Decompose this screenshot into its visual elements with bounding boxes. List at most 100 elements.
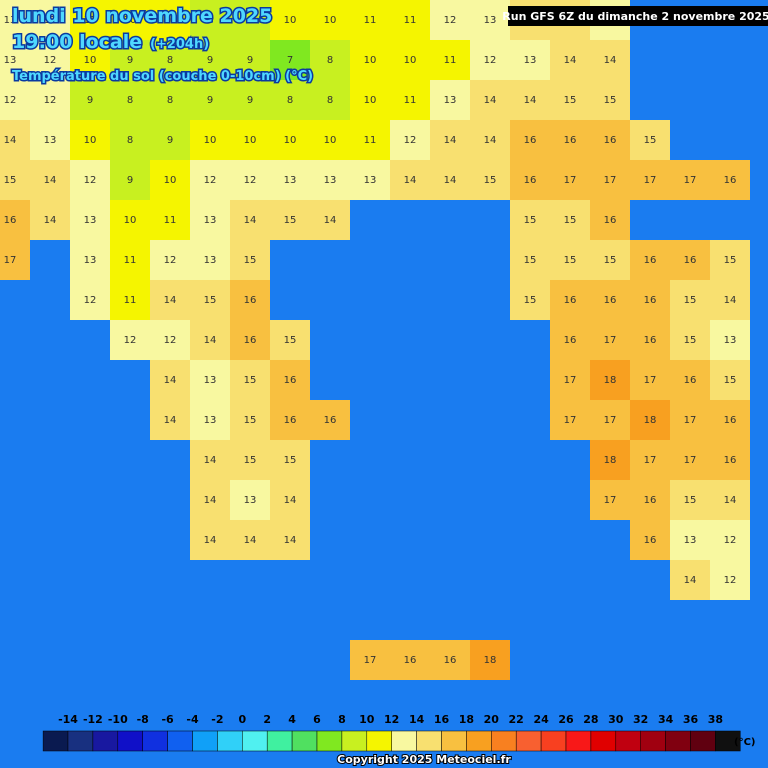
- temperature-label: 14: [724, 295, 737, 306]
- temperature-label: 17: [364, 655, 377, 666]
- temperature-cell: [70, 0, 110, 40]
- legend-swatch: [167, 730, 193, 752]
- temperature-label: 8: [167, 55, 173, 66]
- temperature-label: 13: [324, 175, 337, 186]
- temperature-cell: [670, 240, 710, 280]
- legend-tick-label: 6: [313, 713, 321, 726]
- temperature-cell: [590, 440, 630, 480]
- legend-swatch: [640, 730, 666, 752]
- lead-time: (+204h): [150, 37, 209, 52]
- temperature-cell: [230, 240, 270, 280]
- temperature-label: 14: [484, 135, 497, 146]
- temperature-cell: [630, 280, 670, 320]
- temperature-cell: [0, 120, 30, 160]
- temperature-cell: [550, 240, 590, 280]
- temperature-label: 8: [327, 55, 333, 66]
- temperature-label: 12: [44, 15, 57, 26]
- temperature-label: 14: [44, 215, 57, 226]
- temperature-cell: [350, 640, 390, 680]
- temperature-label: 9: [207, 95, 213, 106]
- temperature-cell: [590, 280, 630, 320]
- temperature-label: 10: [244, 135, 257, 146]
- temperature-label: 11: [124, 295, 137, 306]
- temperature-cell: [510, 40, 550, 80]
- temperature-cell: [710, 360, 750, 400]
- temperature-label: 9: [167, 135, 173, 146]
- legend-tick-label: 0: [238, 713, 246, 726]
- temperature-cell: [270, 40, 310, 80]
- temperature-label: 12: [124, 335, 137, 346]
- temperature-label: 10: [404, 55, 417, 66]
- temperature-label: 13: [684, 535, 697, 546]
- legend-swatch: [266, 730, 293, 752]
- temperature-cell: [430, 80, 470, 120]
- temperature-cell: [510, 120, 550, 160]
- temperature-label: 12: [44, 55, 57, 66]
- temperature-cell: [270, 520, 310, 560]
- legend-swatch: [242, 730, 268, 752]
- legend-tick-label: 28: [583, 713, 598, 726]
- temperature-label: 10: [124, 215, 137, 226]
- temperature-cell: [630, 480, 670, 520]
- temperature-label: 8: [167, 95, 173, 106]
- temperature-cell: [230, 440, 270, 480]
- temperature-label: 14: [284, 535, 297, 546]
- legend-swatch: [441, 730, 467, 752]
- temperature-cell: [430, 120, 470, 160]
- temperature-cell: [230, 520, 270, 560]
- temperature-label: 14: [4, 135, 17, 146]
- temperature-cell: [190, 40, 230, 80]
- temperature-label: 13: [724, 335, 737, 346]
- temperature-cell: [190, 520, 230, 560]
- temperature-cell: [150, 40, 190, 80]
- temperature-cell: [150, 360, 190, 400]
- temperature-label: 16: [644, 335, 657, 346]
- temperature-cell: [710, 520, 750, 560]
- temperature-label: 10: [284, 15, 297, 26]
- temperature-cell: [190, 240, 230, 280]
- temperature-label: 11: [124, 255, 137, 266]
- temperature-label: 18: [604, 375, 617, 386]
- temperature-cell: [550, 280, 590, 320]
- temperature-label: 13: [444, 95, 457, 106]
- temperature-cell: [710, 480, 750, 520]
- temperature-label: 17: [604, 415, 617, 426]
- temperature-cell: [670, 280, 710, 320]
- legend-swatch: [565, 730, 592, 752]
- legend-tick-label: 38: [708, 713, 723, 726]
- temperature-label: 12: [244, 175, 257, 186]
- temperature-cell: [270, 200, 310, 240]
- date: lundi 10 novembre 2025: [12, 5, 272, 27]
- temperature-cell: [670, 440, 710, 480]
- temperature-label: 15: [604, 95, 617, 106]
- temperature-label: 16: [284, 415, 297, 426]
- temperature-cell: [30, 0, 70, 40]
- temperature-label: 16: [644, 255, 657, 266]
- legend-swatch: [217, 730, 243, 752]
- copyright: Copyright 2025 Meteociel.fr: [337, 753, 511, 766]
- temperature-cell: [0, 80, 30, 120]
- temperature-cell: [150, 160, 190, 200]
- temperature-cell: [670, 480, 710, 520]
- temperature-cell: [70, 80, 110, 120]
- temperature-label: 14: [324, 215, 337, 226]
- temperature-label: 13: [84, 215, 97, 226]
- temperature-label: 13: [284, 175, 297, 186]
- temperature-label: 17: [564, 415, 577, 426]
- temperature-label: 17: [644, 175, 657, 186]
- temperature-label: 15: [284, 455, 297, 466]
- temperature-cell: [390, 640, 430, 680]
- temperature-cell: [510, 160, 550, 200]
- temperature-cell: [430, 640, 470, 680]
- temperature-cell: [670, 520, 710, 560]
- temperature-label: 13: [244, 495, 257, 506]
- temperature-cell: [190, 120, 230, 160]
- legend-tick-label: 12: [384, 713, 399, 726]
- temperature-cell: [110, 320, 150, 360]
- legend-tick-label: 8: [338, 713, 346, 726]
- legend-swatch: [67, 730, 94, 752]
- temperature-cell: [390, 40, 430, 80]
- temperature-cell: [30, 120, 70, 160]
- temperature-cell: [190, 0, 230, 40]
- temperature-label: 16: [684, 255, 697, 266]
